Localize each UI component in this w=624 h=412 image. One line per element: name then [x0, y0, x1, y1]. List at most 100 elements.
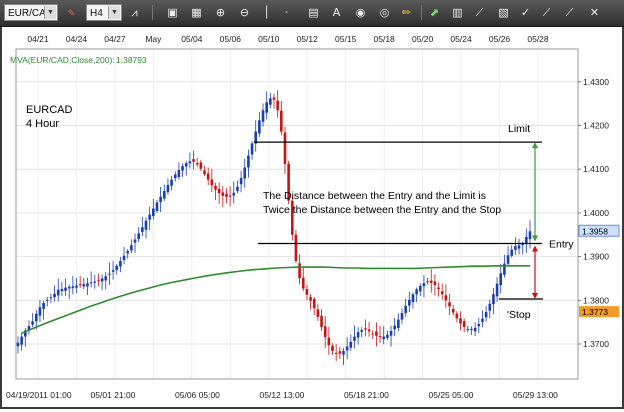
bottom-date-label: 05/12 13:00: [260, 390, 305, 400]
candle-body: [320, 315, 323, 327]
channel-icon[interactable]: ⟋: [475, 6, 484, 19]
candle-body: [397, 319, 400, 329]
candle-body: [367, 329, 371, 332]
arrow-head-down: [532, 235, 538, 242]
candle-body: [371, 333, 375, 335]
candle-body: [345, 346, 349, 351]
price-tick-label: 1.4100: [583, 164, 609, 174]
price-chart[interactable]: 04/21 04/24 04/27 May 05/04 05/06 05/10 05/12 05…: [2, 27, 622, 407]
candle-body: [170, 179, 173, 186]
price-tick-label: 1.3800: [583, 295, 609, 305]
candle-body: [49, 297, 53, 299]
candle-body: [210, 179, 214, 186]
top-date-label: 05/28: [527, 34, 549, 44]
candle-body: [477, 323, 481, 327]
candle-body: [177, 170, 181, 178]
candle-body: [429, 280, 433, 283]
low-price-badge: [579, 306, 619, 318]
top-date-label: 05/18: [374, 34, 396, 44]
candle-body: [148, 214, 151, 220]
candle-body: [389, 330, 393, 336]
candle-body: [38, 307, 42, 316]
zoom-in-icon[interactable]: ⊕: [215, 6, 226, 19]
candle-body: [247, 155, 250, 168]
candle-body: [24, 330, 27, 337]
settings-icon[interactable]: ✕: [589, 6, 600, 19]
candle-body: [499, 273, 503, 286]
bottom-date-label: 05/01 21:00: [91, 390, 136, 400]
ray-tool-icon[interactable]: ⟋: [565, 6, 574, 19]
top-date-label: 05/04: [181, 34, 203, 44]
chevron-down-icon[interactable]: ▼: [44, 6, 56, 19]
symbol-select[interactable]: EUR/CAD ▼: [4, 4, 58, 21]
plot-border: [15, 48, 579, 380]
candle-body: [521, 243, 524, 245]
candle-body: [144, 220, 148, 230]
candle-body: [276, 100, 279, 111]
candle-body: [162, 191, 166, 199]
cursor-icon[interactable]: ·: [284, 6, 289, 19]
candle-body: [173, 174, 177, 179]
arrow-head-up: [532, 142, 538, 149]
chart-type-icon[interactable]: ⩘: [131, 6, 138, 19]
top-date-label: 05/10: [258, 34, 280, 44]
candle-body: [195, 162, 199, 165]
candle-body: [298, 263, 301, 279]
candle-body: [56, 289, 60, 296]
candle-body: [470, 329, 473, 331]
fx-icon[interactable]: ✎: [67, 9, 76, 19]
candle-body: [437, 287, 440, 289]
candle-body: [31, 321, 34, 325]
candle-body: [71, 286, 75, 289]
trendline-icon[interactable]: ⬈: [429, 6, 440, 19]
bottom-date-label: 05/29 13:00: [513, 390, 558, 400]
candle-body: [426, 281, 429, 283]
candle-body: [455, 313, 459, 319]
candle-body: [155, 202, 159, 211]
properties-icon[interactable]: ▤: [308, 6, 319, 19]
candle-body: [481, 318, 484, 322]
candle-body: [287, 163, 290, 201]
price-tick-label: 1.4200: [583, 120, 609, 130]
price-tick-label: 1.3900: [583, 252, 609, 262]
eye-icon[interactable]: ◉: [355, 6, 366, 19]
candle-body: [206, 173, 210, 180]
candle-body: [440, 291, 444, 295]
timeframe-select[interactable]: H4 ▼: [86, 4, 122, 21]
window-icon[interactable]: ▣: [167, 6, 178, 19]
candle-body: [269, 98, 272, 105]
pencil-icon[interactable]: ✏: [401, 6, 412, 19]
angle-tool-icon[interactable]: ⟋: [542, 6, 551, 19]
candle-body: [360, 330, 364, 332]
candle-body: [265, 102, 268, 113]
entry-label: Entry: [549, 239, 574, 251]
candle-body: [327, 337, 331, 346]
arrow-head-down: [532, 293, 538, 300]
fibonacci-icon[interactable]: ▥: [452, 6, 463, 19]
candle-body: [16, 342, 20, 347]
chevron-down-icon[interactable]: ▼: [108, 6, 120, 19]
globe-icon[interactable]: ◎: [379, 6, 390, 19]
bottom-date-axis: 04/19/2011 01:00 05/01 21:00 05/06 05:00 05…: [6, 390, 558, 400]
candle-body: [294, 234, 298, 261]
candle-body: [484, 312, 488, 318]
candle-body: [133, 239, 137, 243]
candle-body: [272, 97, 276, 100]
toolbar-separator: [421, 5, 422, 20]
gann-icon[interactable]: ✓: [520, 6, 531, 19]
candle-body: [422, 283, 426, 287]
zoom-out-icon[interactable]: ⊖: [239, 6, 250, 19]
text-tool-icon[interactable]: A: [332, 6, 341, 19]
candle-body: [503, 263, 506, 275]
bottom-date-label: 04/19/2011 01:00: [6, 390, 72, 400]
candle-body: [236, 186, 239, 192]
drawing-icon[interactable]: ▧: [498, 6, 509, 19]
grid-icon[interactable]: ▦: [191, 6, 202, 19]
top-date-label: 05/24: [450, 34, 472, 44]
candle-body: [130, 245, 133, 251]
vertical-line-icon[interactable]: │: [263, 6, 270, 19]
candle-body: [239, 177, 243, 185]
candle-body: [408, 299, 411, 306]
chart-area[interactable]: 04/21 04/24 04/27 May 05/04 05/06 05/10 05/12 05…: [2, 27, 622, 407]
chart-title-period: 4 Hour: [26, 118, 59, 130]
